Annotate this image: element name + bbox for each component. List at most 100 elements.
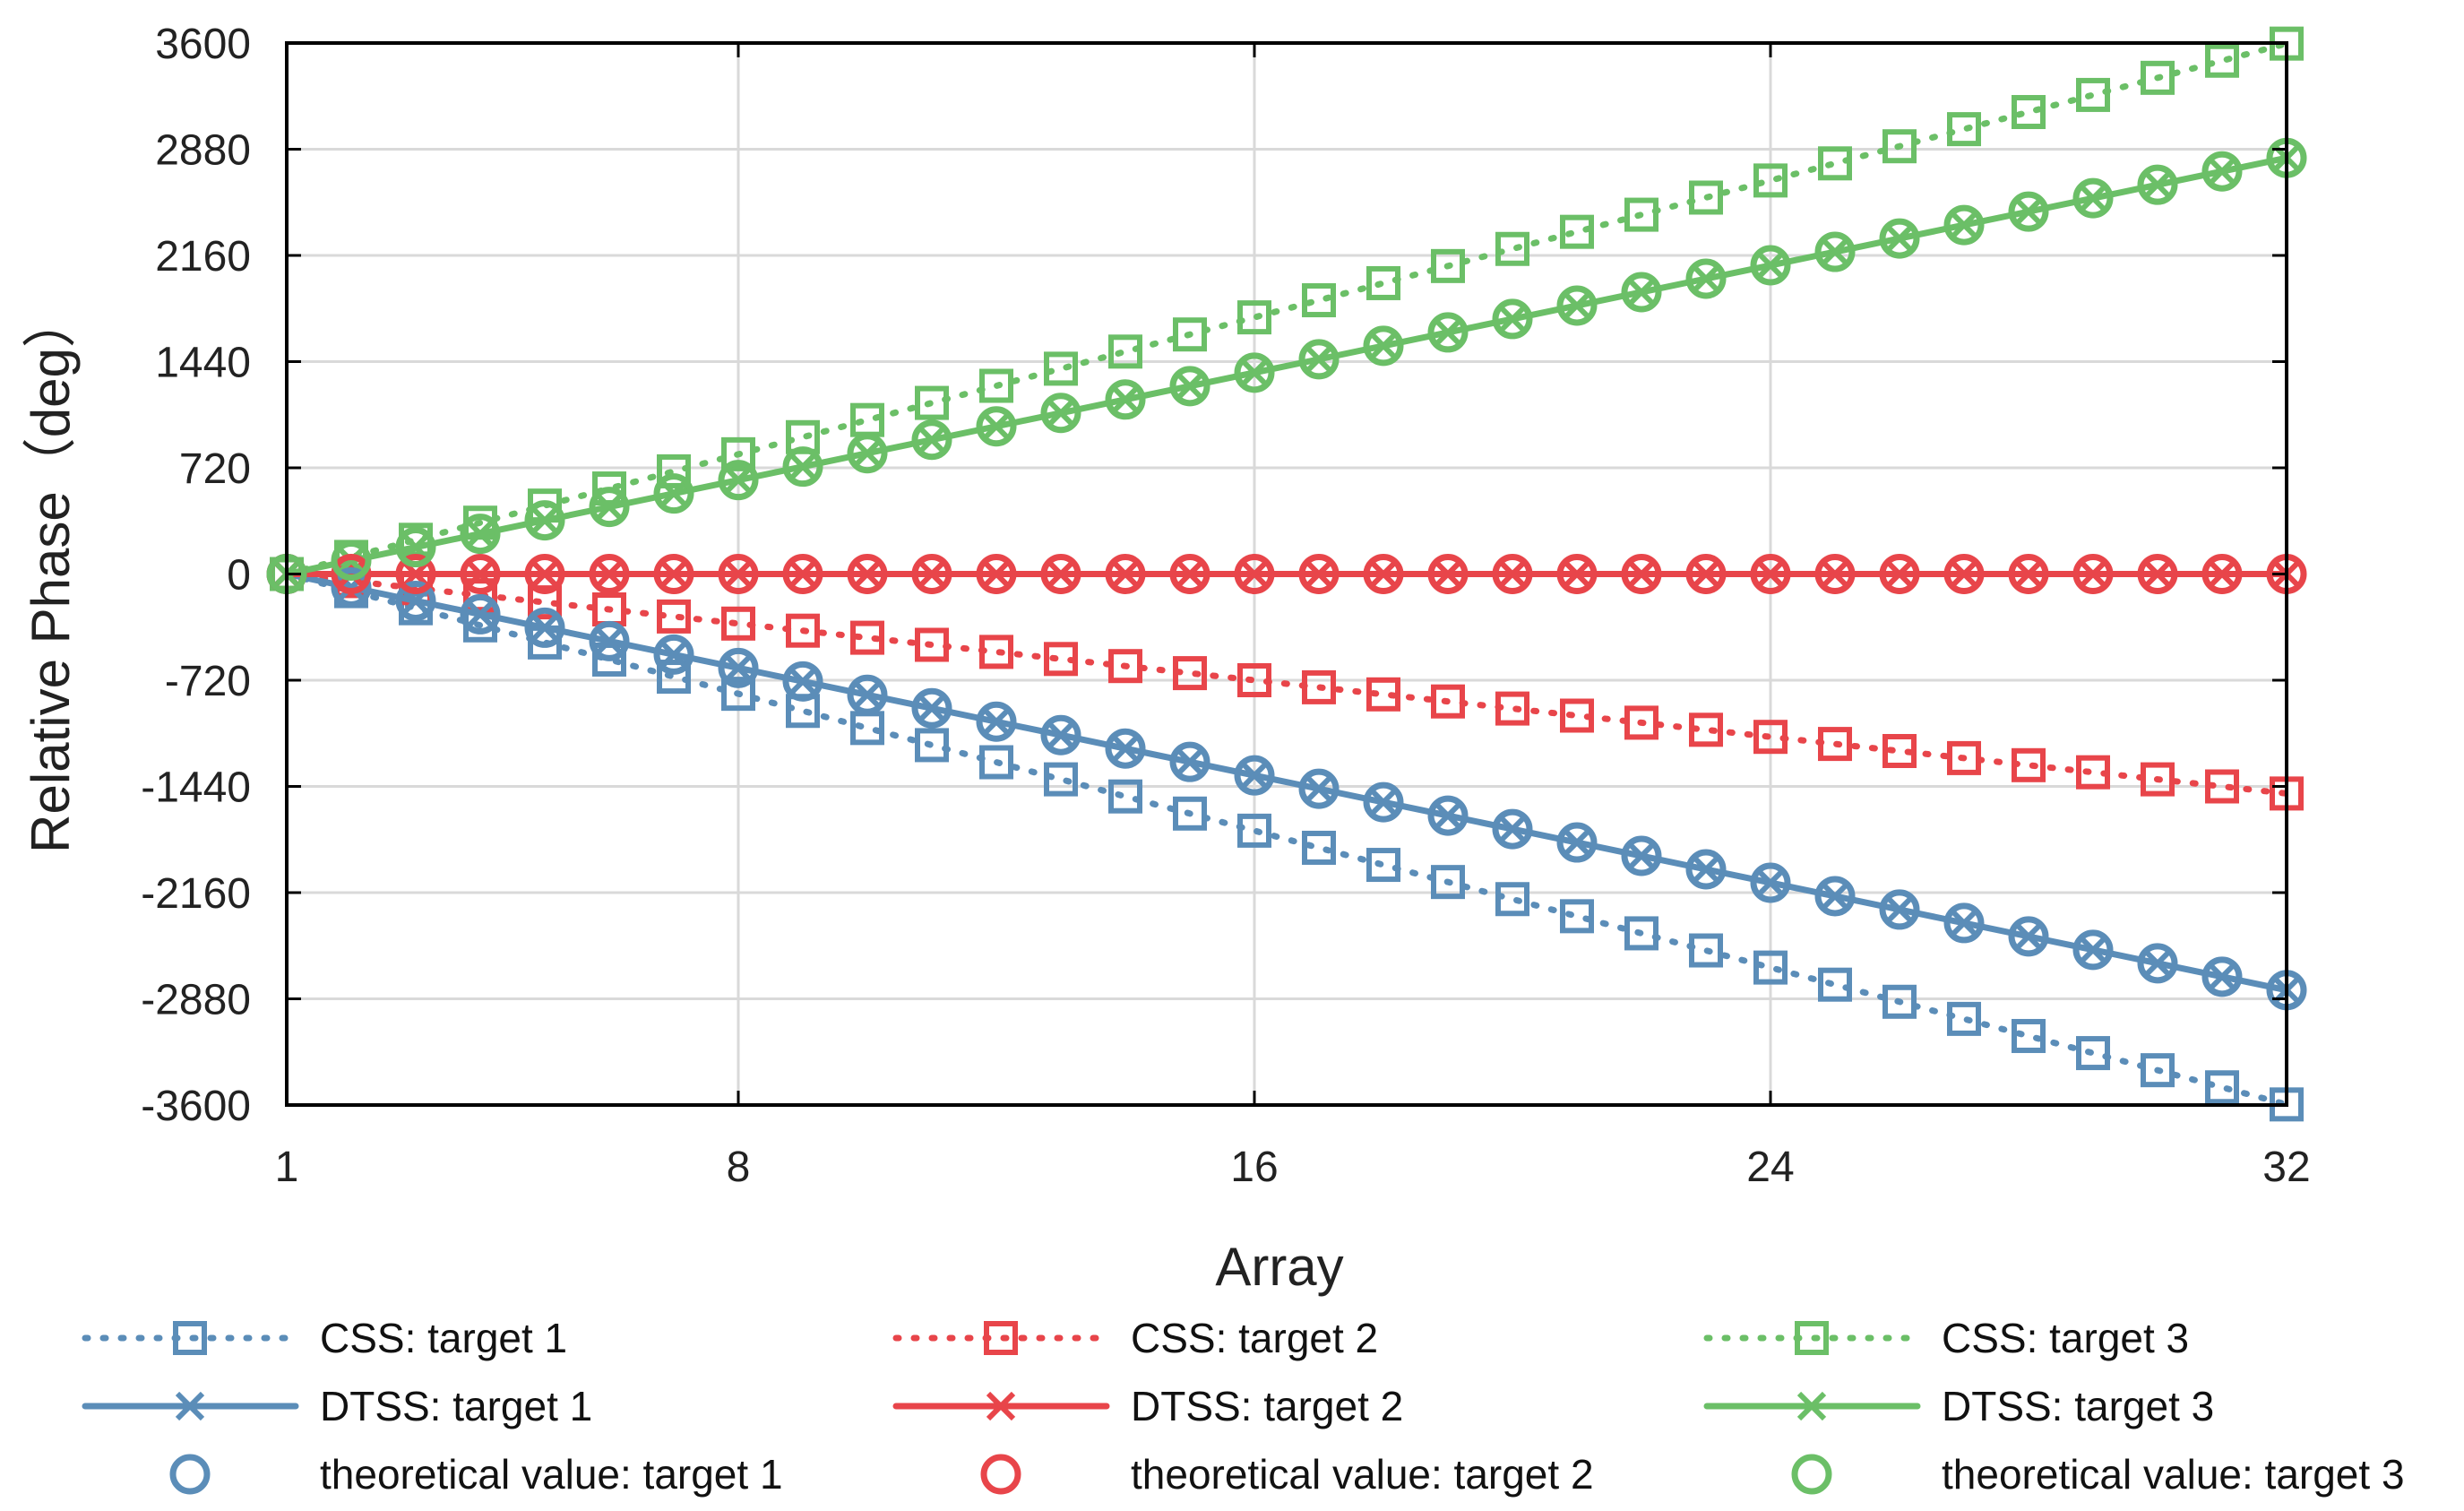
data-point — [1820, 559, 1850, 589]
data-point — [788, 452, 818, 481]
data-point — [589, 620, 630, 661]
data-point — [723, 653, 754, 683]
data-point — [1110, 734, 1141, 764]
data-point — [1046, 559, 1076, 589]
data-point — [2141, 60, 2175, 95]
data-point — [1368, 559, 1399, 589]
data-point — [1882, 734, 1917, 768]
data-point — [524, 500, 565, 541]
data-point — [1497, 814, 1528, 844]
data-point — [1239, 559, 1270, 589]
data-point — [331, 566, 372, 608]
legend-label: DTSS: target 2 — [1131, 1383, 1403, 1429]
data-point — [788, 559, 818, 589]
data-point — [1750, 245, 1791, 286]
data-point — [1560, 214, 1594, 249]
data-point — [1879, 218, 1920, 259]
data-point — [1947, 740, 1981, 775]
data-point — [1753, 163, 1788, 198]
data-point — [1753, 950, 1788, 985]
data-point — [718, 647, 759, 688]
data-point — [1234, 554, 1275, 594]
data-point — [2142, 948, 2173, 978]
y-tick-label: -2160 — [141, 870, 251, 918]
legend-item: DTSS: target 2 — [892, 1383, 1403, 1429]
data-point — [847, 554, 888, 594]
data-point — [1750, 554, 1791, 594]
data-point — [1820, 881, 1850, 911]
data-point — [1949, 908, 1979, 938]
data-point — [1621, 835, 1662, 876]
legend-marker — [173, 1321, 207, 1355]
data-point — [1298, 339, 1340, 380]
legend-marker — [1795, 1321, 1829, 1355]
data-point — [653, 554, 694, 594]
x-tick-label: 16 — [1230, 1144, 1278, 1191]
data-point — [915, 728, 949, 763]
data-point — [2008, 916, 2049, 957]
legend-marker — [980, 1454, 1021, 1495]
data-point — [911, 419, 952, 461]
data-point — [1173, 656, 1207, 691]
data-point — [979, 635, 1013, 669]
x-axis-title: Array — [1215, 1237, 1343, 1297]
data-point — [1363, 325, 1404, 367]
data-point — [460, 593, 501, 635]
data-point — [1044, 762, 1078, 797]
data-point — [1624, 916, 1658, 951]
data-point — [1175, 747, 1205, 777]
series-theoretical-value-target-3 — [266, 137, 2307, 594]
series-theoretical-value-target-2 — [266, 554, 2307, 594]
data-point — [786, 613, 820, 648]
series-line — [283, 571, 2290, 797]
data-point — [718, 460, 759, 501]
data-point — [2072, 554, 2114, 594]
data-point — [782, 554, 823, 594]
data-point — [1234, 755, 1275, 796]
data-point — [1755, 559, 1786, 589]
data-point — [2013, 196, 2044, 227]
data-point — [1556, 822, 1598, 863]
legend-item: CSS: target 3 — [1703, 1315, 2189, 1361]
series-dtss-target-1 — [271, 559, 2302, 1005]
data-point — [2076, 755, 2110, 790]
legend-label: theoretical value: target 1 — [320, 1451, 783, 1498]
data-point — [2008, 554, 2049, 594]
legend-label: CSS: target 3 — [1942, 1315, 2189, 1361]
data-point — [1431, 248, 1465, 283]
data-point — [1818, 146, 1852, 181]
data-point — [2137, 164, 2178, 205]
data-point — [460, 514, 501, 555]
y-axis-title: Relative Phase（deg） — [21, 294, 81, 853]
data-point — [1169, 741, 1210, 782]
data-point — [401, 532, 431, 562]
data-point — [1818, 727, 1852, 762]
data-point — [718, 554, 759, 594]
data-point — [1814, 876, 1856, 917]
data-point — [1814, 231, 1856, 272]
data-point — [782, 661, 823, 702]
data-point — [1755, 868, 1786, 898]
data-point — [1239, 358, 1270, 387]
data-point — [915, 385, 949, 420]
data-point — [1814, 554, 1856, 594]
data-point — [721, 606, 755, 641]
data-point — [530, 505, 560, 535]
data-point — [2078, 559, 2108, 589]
data-point — [721, 436, 755, 471]
data-point — [1685, 554, 1727, 594]
y-tick-label: -2880 — [141, 977, 251, 1024]
data-point — [465, 519, 495, 548]
data-point — [1304, 344, 1334, 374]
data-point — [911, 687, 952, 729]
data-point — [1949, 559, 1979, 589]
data-point — [1943, 554, 1985, 594]
data-point — [1044, 351, 1078, 386]
data-point — [1169, 366, 1210, 407]
legend-marker — [1791, 1454, 1832, 1495]
data-point — [1624, 197, 1658, 232]
data-point — [1685, 849, 1727, 890]
data-point — [1753, 720, 1788, 755]
data-point — [1302, 669, 1336, 704]
data-point — [1624, 705, 1658, 740]
